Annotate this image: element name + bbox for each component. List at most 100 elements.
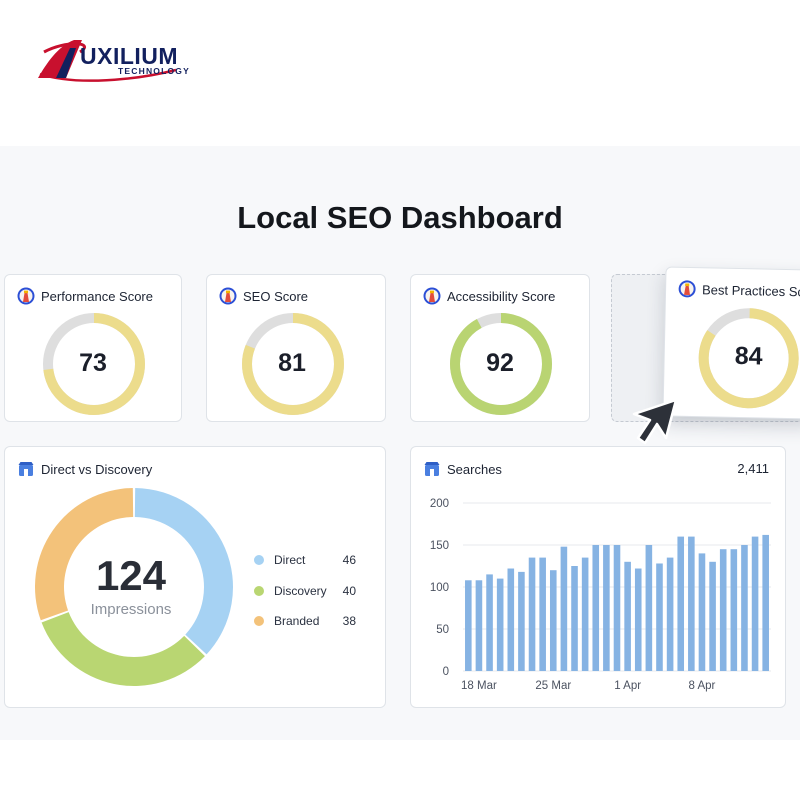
gauge-arc bbox=[698, 308, 799, 409]
performance-score-card[interactable]: Performance Score 73 bbox=[4, 274, 182, 422]
gauge-arc bbox=[450, 313, 552, 415]
best-practices-gauge bbox=[698, 308, 799, 409]
bar[interactable] bbox=[741, 545, 748, 671]
bar[interactable] bbox=[677, 536, 685, 671]
legend-swatch bbox=[254, 555, 264, 565]
company-logo: UXILIUM TECHNOLOGY bbox=[36, 34, 189, 84]
lighthouse-icon bbox=[219, 287, 237, 305]
legend-label: Discovery bbox=[274, 584, 327, 598]
logo-mark-icon bbox=[38, 40, 177, 82]
logo-subtitle: TECHNOLOGY bbox=[118, 66, 190, 76]
bar[interactable] bbox=[539, 557, 546, 671]
legend-value: 38 bbox=[342, 614, 356, 628]
card-header: Searches bbox=[423, 460, 502, 478]
bar[interactable] bbox=[571, 566, 578, 671]
bar[interactable] bbox=[518, 571, 525, 671]
x-tick-label: 18 Mar bbox=[461, 680, 497, 692]
score-value: 84 bbox=[734, 341, 763, 371]
gauge-arc bbox=[242, 313, 344, 415]
searches-total: 2,411 bbox=[737, 461, 769, 476]
bar[interactable] bbox=[751, 536, 759, 671]
seo-score-card[interactable]: SEO Score 81 bbox=[206, 274, 386, 422]
lighthouse-icon bbox=[423, 287, 441, 305]
bar[interactable] bbox=[465, 580, 472, 671]
store-icon bbox=[424, 462, 440, 476]
bar[interactable] bbox=[688, 536, 695, 671]
card-header: SEO Score bbox=[219, 287, 308, 305]
legend-item-branded: Branded 38 bbox=[254, 614, 356, 628]
gauge-arc bbox=[43, 313, 145, 415]
bar[interactable] bbox=[666, 557, 674, 671]
legend-item-discovery: Discovery 40 bbox=[254, 584, 356, 598]
legend-item-direct: Direct 46 bbox=[254, 553, 356, 567]
bar[interactable] bbox=[762, 534, 769, 671]
bar[interactable] bbox=[634, 568, 642, 671]
bar[interactable] bbox=[624, 561, 631, 671]
score-value: 81 bbox=[278, 349, 306, 377]
bar[interactable] bbox=[645, 545, 653, 671]
bar[interactable] bbox=[496, 578, 504, 671]
impressions-label: Impressions bbox=[90, 601, 172, 618]
lighthouse-icon bbox=[678, 280, 696, 298]
bar[interactable] bbox=[528, 557, 536, 671]
score-value: 73 bbox=[79, 349, 107, 377]
donut-slice-discovery bbox=[41, 612, 205, 686]
searches-bar-chart: 200 150 100 50 0 18 Mar 25 Mar 1 Apr 8 Apr bbox=[430, 498, 771, 692]
card-title: Performance Score bbox=[41, 288, 153, 304]
bar[interactable] bbox=[656, 563, 663, 671]
x-tick-label: 25 Mar bbox=[535, 680, 571, 692]
y-tick-label: 200 bbox=[430, 498, 449, 510]
bar[interactable] bbox=[581, 557, 589, 671]
bar[interactable] bbox=[507, 568, 515, 671]
store-icon bbox=[18, 462, 34, 476]
legend-label: Branded bbox=[274, 614, 320, 628]
bar[interactable] bbox=[549, 570, 557, 671]
bar[interactable] bbox=[709, 561, 716, 671]
impressions-total: 124 bbox=[95, 552, 167, 599]
x-tick-label: 1 Apr bbox=[614, 680, 641, 692]
y-tick-label: 50 bbox=[436, 624, 449, 636]
accessibility-score-card[interactable]: Accessibility Score 92 bbox=[410, 274, 590, 422]
card-header: Performance Score bbox=[17, 287, 153, 305]
y-tick-label: 0 bbox=[443, 666, 449, 678]
bar[interactable] bbox=[698, 553, 706, 671]
card-header: Best Practices Sco bbox=[678, 280, 800, 301]
donut-slice-branded bbox=[35, 488, 134, 621]
seo-gauge bbox=[242, 313, 344, 415]
bar[interactable] bbox=[560, 546, 568, 671]
page-title: Local SEO Dashboard bbox=[237, 200, 563, 235]
legend-swatch bbox=[254, 616, 264, 626]
direct-vs-discovery-card[interactable]: Direct vs Discovery bbox=[4, 446, 386, 708]
lighthouse-icon bbox=[17, 287, 35, 305]
performance-gauge bbox=[43, 313, 145, 415]
donut-center: 124 Impressions bbox=[33, 552, 229, 619]
card-title: Searches bbox=[447, 461, 502, 477]
bar[interactable] bbox=[730, 549, 738, 671]
bar[interactable] bbox=[486, 574, 493, 671]
card-header: Direct vs Discovery bbox=[17, 460, 152, 478]
bar[interactable] bbox=[719, 549, 727, 671]
accessibility-gauge bbox=[450, 313, 552, 415]
bar[interactable] bbox=[475, 580, 483, 671]
card-title: SEO Score bbox=[243, 288, 309, 304]
x-tick-label: 8 Apr bbox=[689, 680, 716, 692]
card-header: Accessibility Score bbox=[423, 287, 555, 305]
card-title: Direct vs Discovery bbox=[41, 461, 153, 477]
cursor-arrow-icon bbox=[632, 398, 678, 445]
bar[interactable] bbox=[603, 545, 610, 671]
y-tick-label: 100 bbox=[430, 582, 449, 594]
bar[interactable] bbox=[592, 545, 600, 671]
searches-card[interactable]: Searches 2,411 200 150 100 50 0 18 Mar 25 Mar 1… bbox=[410, 446, 786, 708]
impressions-donut bbox=[35, 488, 234, 686]
legend-swatch bbox=[254, 586, 264, 596]
bar[interactable] bbox=[613, 545, 621, 671]
legend-value: 40 bbox=[342, 584, 356, 598]
card-title: Accessibility Score bbox=[447, 288, 556, 304]
y-tick-label: 150 bbox=[430, 540, 449, 552]
donut-slice-direct bbox=[134, 488, 234, 655]
legend-value: 46 bbox=[342, 553, 356, 567]
legend-label: Direct bbox=[274, 553, 306, 567]
score-value: 92 bbox=[486, 349, 514, 377]
logo-word: UXILIUM bbox=[80, 43, 179, 69]
best-practices-score-card[interactable]: Best Practices Sco 84 bbox=[662, 266, 800, 420]
